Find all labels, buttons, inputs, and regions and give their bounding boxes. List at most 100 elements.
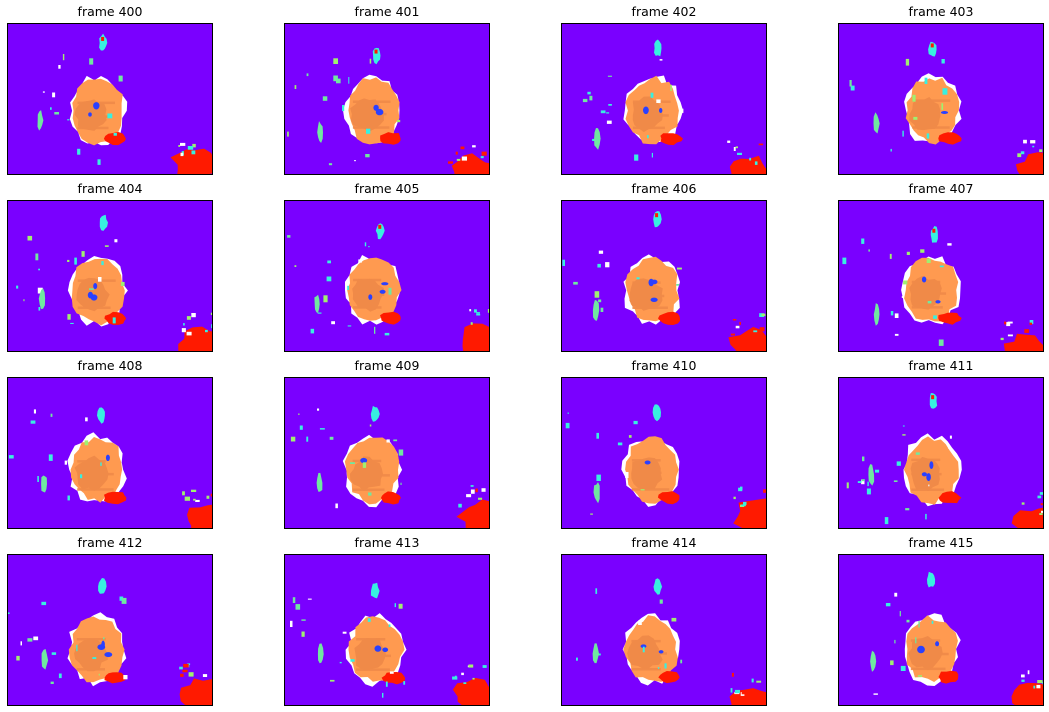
tracked-object bbox=[343, 74, 401, 145]
frame-canvas bbox=[285, 201, 489, 351]
noise-specks bbox=[287, 58, 401, 166]
frame-image bbox=[284, 554, 490, 706]
frame-image bbox=[284, 200, 490, 352]
frame-canvas bbox=[562, 201, 766, 351]
frame-canvas bbox=[562, 555, 766, 705]
noise-specks bbox=[842, 238, 952, 346]
frame-title: frame 405 bbox=[354, 181, 420, 196]
tracked-object bbox=[345, 613, 407, 687]
tracked-object bbox=[901, 256, 962, 325]
frame-title: frame 408 bbox=[77, 358, 143, 373]
frame-image bbox=[561, 554, 767, 706]
corner-patch bbox=[452, 664, 489, 705]
corner-patch bbox=[729, 672, 766, 705]
frame-canvas bbox=[839, 378, 1043, 528]
frame-canvas bbox=[8, 378, 212, 528]
frame-image bbox=[838, 23, 1044, 175]
top-blob bbox=[97, 407, 105, 424]
frame-canvas bbox=[8, 24, 212, 174]
frame-canvas bbox=[285, 378, 489, 528]
tracked-object bbox=[904, 613, 961, 686]
top-blob-core bbox=[378, 224, 382, 229]
noise-specks bbox=[582, 59, 684, 161]
frame-title: frame 402 bbox=[631, 4, 697, 19]
frame-image bbox=[7, 200, 213, 352]
frame-title: frame 407 bbox=[908, 181, 974, 196]
frame-image bbox=[838, 554, 1044, 706]
corner-patch bbox=[178, 312, 212, 351]
top-blob bbox=[927, 571, 936, 588]
tracked-object bbox=[621, 436, 680, 507]
corner-patch bbox=[179, 663, 212, 705]
corner-patch bbox=[456, 485, 489, 528]
frame-title: frame 403 bbox=[908, 4, 974, 19]
noise-specks bbox=[8, 596, 128, 684]
corner-patch bbox=[170, 142, 212, 174]
corner-patch bbox=[728, 313, 766, 351]
noise-specks bbox=[846, 425, 952, 525]
top-blob-core bbox=[374, 49, 378, 54]
top-blob-core bbox=[930, 43, 934, 48]
noise-specks bbox=[37, 54, 123, 165]
frame-canvas bbox=[839, 201, 1043, 351]
noise-specks bbox=[16, 235, 125, 324]
frame-image bbox=[7, 554, 213, 706]
corner-patch bbox=[462, 309, 489, 351]
corner-patch bbox=[448, 145, 489, 174]
top-blob bbox=[99, 214, 108, 231]
frame-canvas bbox=[839, 555, 1043, 705]
top-blob-core bbox=[931, 395, 935, 400]
top-blob bbox=[928, 41, 937, 57]
frame-image bbox=[838, 377, 1044, 529]
frame-image bbox=[7, 23, 213, 175]
noise-specks bbox=[8, 409, 102, 501]
top-blob bbox=[370, 405, 380, 422]
top-blob-core bbox=[932, 228, 936, 233]
frame-image bbox=[7, 377, 213, 529]
tracked-object bbox=[623, 75, 684, 146]
noise-specks bbox=[287, 235, 392, 336]
noise-specks bbox=[290, 597, 406, 698]
top-blob-core bbox=[655, 213, 659, 218]
frame-canvas bbox=[562, 24, 766, 174]
top-blob bbox=[652, 404, 661, 422]
top-blob-core bbox=[101, 36, 105, 41]
top-blob bbox=[370, 582, 380, 599]
frame-canvas bbox=[8, 201, 212, 351]
noise-specks bbox=[565, 412, 645, 515]
corner-patch bbox=[1015, 139, 1043, 174]
corner-patch bbox=[733, 486, 766, 528]
noise-specks bbox=[849, 58, 948, 152]
corner-patch bbox=[727, 140, 766, 174]
frame-image bbox=[284, 377, 490, 529]
frame-image bbox=[561, 377, 767, 529]
frame-canvas bbox=[285, 555, 489, 705]
frame-title: frame 413 bbox=[354, 535, 420, 550]
noise-specks bbox=[290, 408, 404, 509]
frame-canvas bbox=[8, 555, 212, 705]
tracked-object bbox=[67, 432, 127, 505]
frame-canvas bbox=[839, 24, 1043, 174]
frame-image bbox=[561, 23, 767, 175]
frame-title: frame 406 bbox=[631, 181, 697, 196]
frame-canvas bbox=[562, 378, 766, 528]
tracked-object bbox=[67, 612, 127, 687]
noise-specks bbox=[562, 250, 682, 321]
tracked-object bbox=[69, 75, 128, 146]
top-blob bbox=[375, 223, 385, 240]
tracked-object bbox=[623, 254, 680, 325]
tracked-object bbox=[67, 256, 128, 327]
frame-title: frame 412 bbox=[77, 535, 143, 550]
frame-image bbox=[284, 23, 490, 175]
frame-image bbox=[838, 200, 1044, 352]
top-blob bbox=[98, 578, 107, 594]
corner-patch bbox=[1011, 492, 1043, 528]
tracked-object bbox=[342, 434, 403, 508]
frame-image bbox=[561, 200, 767, 352]
frame-title: frame 415 bbox=[908, 535, 974, 550]
noise-specks bbox=[870, 592, 934, 695]
frame-title: frame 414 bbox=[631, 535, 697, 550]
frame-title: frame 400 bbox=[77, 4, 143, 19]
frame-title: frame 401 bbox=[354, 4, 420, 19]
